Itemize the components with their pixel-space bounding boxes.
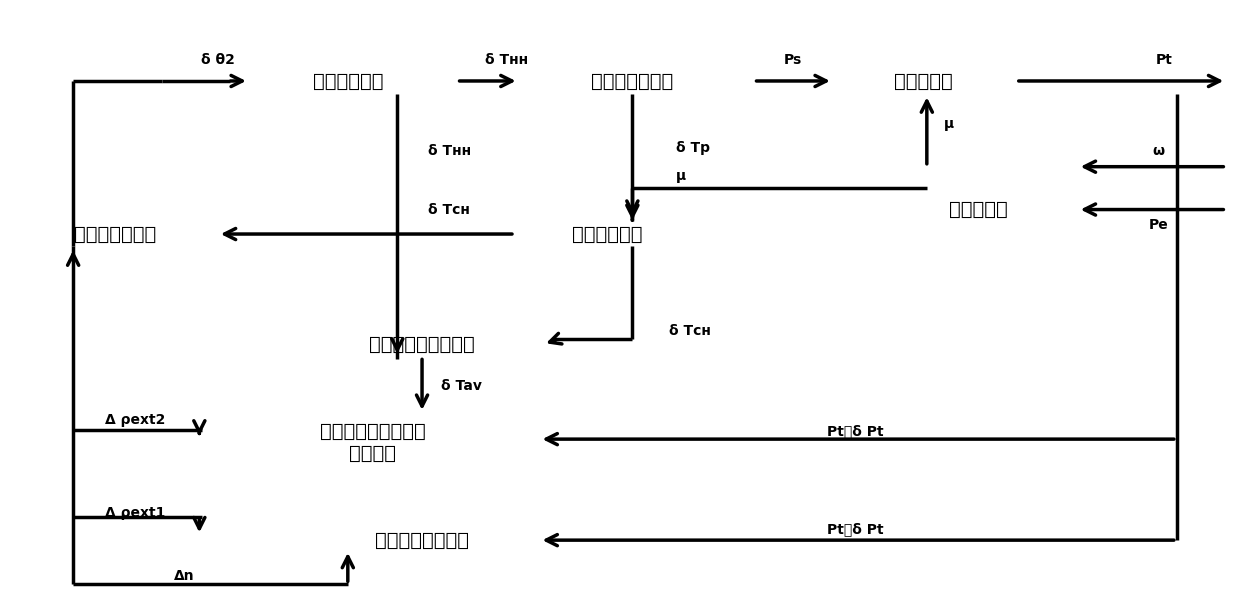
Text: δ θ2: δ θ2	[201, 52, 234, 66]
Text: μ: μ	[944, 117, 955, 131]
Text: 汽轮机模块: 汽轮机模块	[894, 71, 952, 90]
Text: 蒸汽发生器模块: 蒸汽发生器模块	[591, 71, 673, 90]
Text: 一回路平均温度模块: 一回路平均温度模块	[370, 335, 475, 354]
Text: ω: ω	[1152, 145, 1164, 159]
Text: δ Tᴄʜ: δ Tᴄʜ	[428, 202, 470, 216]
Text: δ Tav: δ Tav	[440, 379, 481, 393]
Text: Δ ρext2: Δ ρext2	[105, 413, 165, 427]
Text: Pt、δ Pt: Pt、δ Pt	[827, 424, 883, 438]
Text: 热线温度单元: 热线温度单元	[312, 71, 383, 90]
Text: Pe: Pe	[1148, 218, 1168, 232]
Text: Δn: Δn	[174, 569, 195, 582]
Text: Pt、δ Pt: Pt、δ Pt	[827, 522, 883, 536]
Text: δ Tʜʜ: δ Tʜʜ	[428, 145, 471, 159]
Text: 反应堆堆芯模块: 反应堆堆芯模块	[74, 224, 156, 244]
Text: Δ ρext1: Δ ρext1	[105, 506, 165, 520]
Text: 功率控制系统模块: 功率控制系统模块	[374, 531, 469, 550]
Text: δ Tp: δ Tp	[676, 141, 709, 156]
Text: Ps: Ps	[784, 52, 802, 66]
Text: 冷却剂平均温度控制
系统模块: 冷却剂平均温度控制 系统模块	[320, 422, 425, 462]
Text: μ: μ	[676, 170, 686, 183]
Text: δ Tʜʜ: δ Tʜʜ	[485, 52, 528, 66]
Text: 调速器模块: 调速器模块	[950, 200, 1008, 219]
Text: Pt: Pt	[1156, 52, 1173, 66]
Text: 冷线温度单元: 冷线温度单元	[573, 224, 642, 244]
Text: δ Tᴄʜ: δ Tᴄʜ	[670, 323, 712, 338]
